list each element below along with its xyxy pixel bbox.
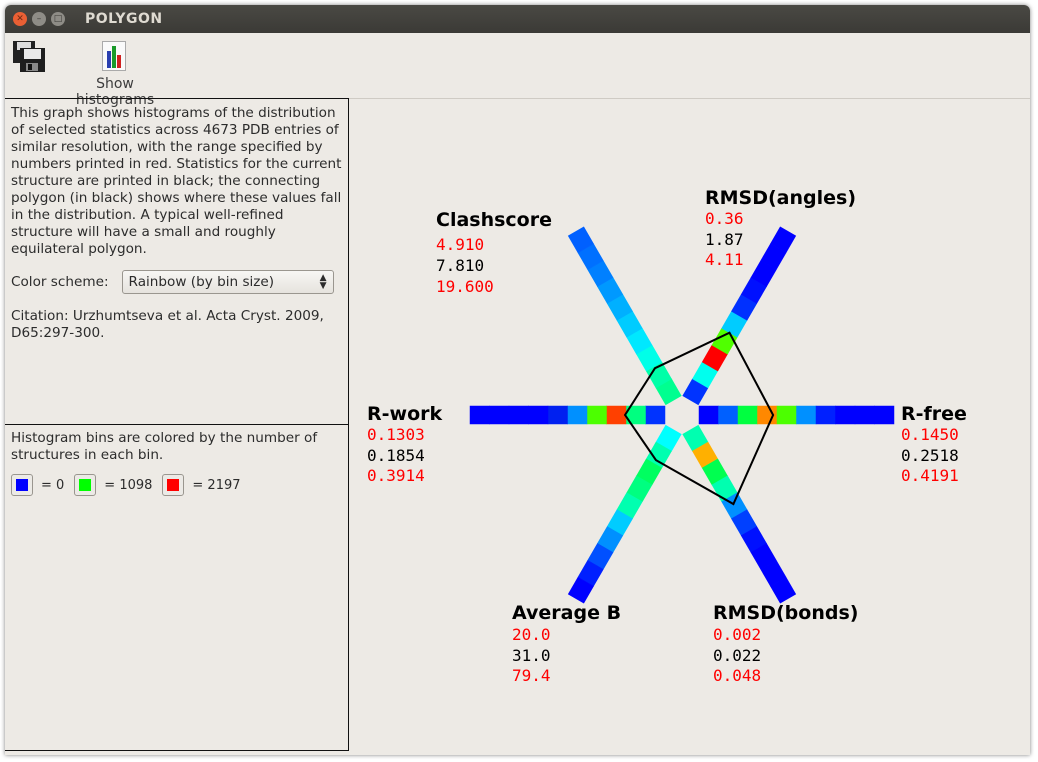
clashscore-min: 4.910 xyxy=(436,235,485,254)
close-button[interactable]: ✕ xyxy=(13,12,27,26)
color-legend: = 0 = 1098 = 2197 xyxy=(11,474,342,496)
legend-swatch-mid[interactable] xyxy=(74,474,97,496)
average-b-value: 31.0 xyxy=(512,646,551,665)
minimize-button[interactable]: – xyxy=(32,12,46,26)
rmsd-angles-min: 0.36 xyxy=(705,209,744,228)
description-text: This graph shows histograms of the distr… xyxy=(11,105,342,257)
r-work-histogram-bin xyxy=(645,405,666,425)
r-work-value: 0.1854 xyxy=(367,446,425,465)
info-panel: This graph shows histograms of the distr… xyxy=(5,98,349,425)
show-histograms-button[interactable]: Show histograms xyxy=(55,39,175,108)
legend-swatch-high[interactable] xyxy=(162,474,185,496)
polygon-window: ✕ – □ POLYGON Show histograms This graph… xyxy=(5,5,1030,755)
r-work-min: 0.1303 xyxy=(367,425,425,444)
legend-panel: Histogram bins are colored by the number… xyxy=(5,424,349,751)
r-free-histogram-bin xyxy=(874,405,895,425)
average-b-max: 79.4 xyxy=(512,666,551,685)
save-floppy-icon xyxy=(13,41,45,72)
color-scheme-label: Color scheme: xyxy=(11,274,109,290)
updown-arrows-icon: ▲ ▼ xyxy=(319,273,327,291)
axis-title-r-work: R-work xyxy=(367,403,443,425)
clashscore-histogram-bin xyxy=(567,226,594,254)
r-work-histogram-bin xyxy=(489,405,510,425)
r-work-histogram-bin xyxy=(469,405,490,425)
r-work-histogram-bin xyxy=(528,405,549,425)
r-free-value: 0.2518 xyxy=(901,446,959,465)
legend-swatch-low[interactable] xyxy=(11,474,33,496)
rmsd-angles-histogram-bin xyxy=(770,226,797,254)
structure-polygon xyxy=(623,331,775,506)
r-free-histogram-bin xyxy=(698,405,719,425)
axis-title-r-free: R-free xyxy=(901,403,967,425)
rmsd-bonds-histogram-bin xyxy=(770,576,797,604)
clashscore-max: 19.600 xyxy=(436,277,494,296)
green-color-box xyxy=(79,479,92,491)
r-free-histogram-bin xyxy=(737,405,758,425)
axis-title-clashscore: Clashscore xyxy=(436,209,552,231)
polygon-graph: Clashscore 4.910 7.810 19.600 RMSD(angle… xyxy=(350,99,1030,755)
r-free-histogram-bin xyxy=(835,405,856,425)
blue-color-box xyxy=(16,479,28,491)
average-b-min: 20.0 xyxy=(512,625,551,644)
clashscore-value: 7.810 xyxy=(436,256,485,275)
color-scheme-value: Rainbow (by bin size) xyxy=(128,274,275,290)
legend-text: Histogram bins are colored by the number… xyxy=(11,430,318,463)
toolbar: Show histograms xyxy=(5,33,1030,108)
rmsd-bonds-value: 0.022 xyxy=(713,646,762,665)
axis-title-rmsd-angles: RMSD(angles) xyxy=(705,187,857,209)
rmsd-angles-value: 1.87 xyxy=(705,230,744,249)
rmsd-angles-max: 4.11 xyxy=(705,250,744,269)
r-free-histogram-bin xyxy=(854,405,875,425)
legend-label-high: = 2197 xyxy=(192,477,241,493)
rmsd-bonds-min: 0.002 xyxy=(713,625,762,644)
maximize-button[interactable]: □ xyxy=(51,12,65,26)
polygon-graph-canvas xyxy=(469,226,895,604)
legend-label-low: = 0 xyxy=(41,477,65,493)
r-work-histogram-bin xyxy=(586,405,607,425)
bar-chart-icon xyxy=(102,41,126,71)
window-title: POLYGON xyxy=(85,11,163,27)
r-work-histogram-bin xyxy=(606,405,627,425)
axis-title-average-b: Average B xyxy=(512,602,622,624)
rmsd-bonds-max: 0.048 xyxy=(713,666,762,685)
save-button[interactable] xyxy=(11,39,47,73)
r-free-min: 0.1450 xyxy=(901,425,959,444)
r-free-histogram-bin xyxy=(776,405,797,425)
red-color-box xyxy=(167,479,180,491)
title-bar: ✕ – □ POLYGON xyxy=(5,5,1030,33)
r-free-histogram-bin xyxy=(796,405,817,425)
r-work-max: 0.3914 xyxy=(367,466,425,485)
axis-title-rmsd-bonds: RMSD(bonds) xyxy=(713,602,859,624)
r-work-histogram-bin xyxy=(508,405,529,425)
color-scheme-select[interactable]: Rainbow (by bin size) ▲ ▼ xyxy=(121,270,334,294)
r-free-max: 0.4191 xyxy=(901,466,959,485)
average-b-histogram-bin xyxy=(567,576,594,604)
legend-label-mid: = 1098 xyxy=(104,477,153,493)
r-free-histogram-bin xyxy=(815,405,836,425)
citation-text: Citation: Urzhumtseva et al. Acta Cryst.… xyxy=(11,308,324,341)
r-free-histogram-bin xyxy=(718,405,739,425)
show-histograms-label: Show histograms xyxy=(75,76,155,108)
r-work-histogram-bin xyxy=(567,405,588,425)
r-work-histogram-bin xyxy=(547,405,568,425)
